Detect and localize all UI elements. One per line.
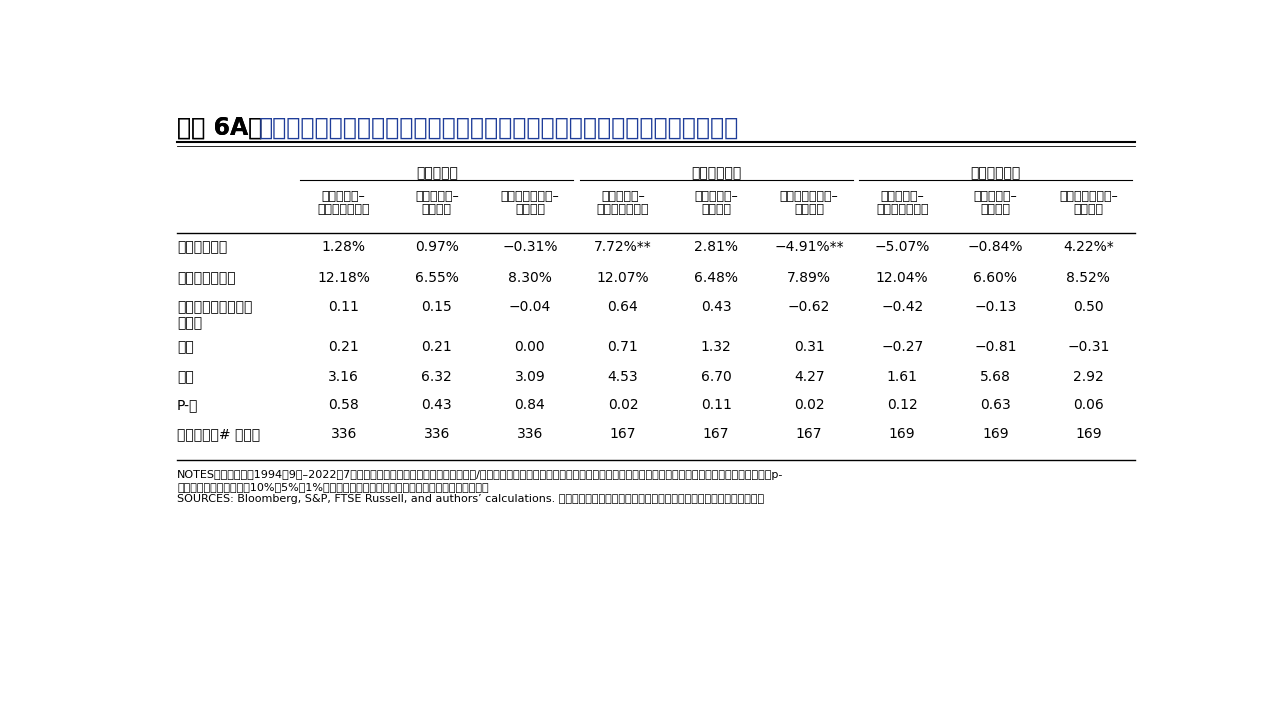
Text: 8.52%: 8.52% (1066, 271, 1110, 285)
Text: ディフェンシブ: ディフェンシブ (876, 202, 928, 216)
Text: 4.27: 4.27 (794, 370, 824, 384)
Text: 0.15: 0.15 (421, 300, 452, 315)
Text: −0.31: −0.31 (1068, 341, 1110, 354)
Text: シクリカル–: シクリカル– (974, 190, 1018, 203)
Text: 167: 167 (609, 427, 636, 441)
Text: シクリカル、ディフェンシブ・バスケットの成長局面別相対パフォーマンス: シクリカル、ディフェンシブ・バスケットの成長局面別相対パフォーマンス (259, 116, 739, 140)
Text: NOTES：分析期間は1994年9月–2022年7月。入手可能なデータで計測。シクリカル/ディフェンシブのセクター分類は図表２のルールに基づきます。＊、＊＊、＊: NOTES：分析期間は1994年9月–2022年7月。入手可能なデータで計測。シ… (177, 470, 783, 480)
Text: 0.21: 0.21 (329, 341, 360, 354)
Text: ディフェンシブ–: ディフェンシブ– (500, 190, 559, 203)
Text: 観測対象（# 月数）: 観測対象（# 月数） (177, 427, 260, 441)
Text: ディフェンシブ: ディフェンシブ (317, 202, 370, 216)
Text: 1.28%: 1.28% (321, 240, 366, 254)
Text: 0.43: 0.43 (421, 398, 452, 413)
Text: 0.11: 0.11 (328, 300, 360, 315)
Text: 6.32: 6.32 (421, 370, 452, 384)
Text: 3.16: 3.16 (328, 370, 360, 384)
Text: −0.81: −0.81 (974, 341, 1016, 354)
Text: 0.12: 0.12 (887, 398, 918, 413)
Text: 市場指数: 市場指数 (980, 202, 1010, 216)
Text: ディフェンシブ: ディフェンシブ (596, 202, 649, 216)
Text: 12.07%: 12.07% (596, 271, 649, 285)
Text: SOURCES: Bloomberg, S&P, FTSE Russell, and authors’ calculations. 過去のパフォーマンスは将来の: SOURCES: Bloomberg, S&P, FTSE Russell, a… (177, 495, 764, 505)
Text: 0.11: 0.11 (700, 398, 731, 413)
Text: 尖度: 尖度 (177, 370, 193, 384)
Text: −0.13: −0.13 (974, 300, 1016, 315)
Text: 図表 6A：: 図表 6A： (177, 116, 262, 140)
Text: ボラティリティ: ボラティリティ (177, 271, 236, 285)
Text: 成長加速局面: 成長加速局面 (691, 166, 741, 180)
Text: シクリカル–: シクリカル– (602, 190, 645, 203)
Text: 0.84: 0.84 (515, 398, 545, 413)
Text: 6.60%: 6.60% (973, 271, 1018, 285)
Text: 6.55%: 6.55% (415, 271, 458, 285)
Text: −5.07%: −5.07% (874, 240, 931, 254)
Text: P-値: P-値 (177, 398, 198, 413)
Text: −0.84%: −0.84% (968, 240, 1023, 254)
Text: 値の有意水準がそれぞれ10%、5%、1%で、リターンがゼロとなる帰無仮説の棄却を示します。: 値の有意水準がそれぞれ10%、5%、1%で、リターンがゼロとなる帰無仮説の棄却を… (177, 482, 489, 492)
Text: 336: 336 (330, 427, 357, 441)
Text: 169: 169 (982, 427, 1009, 441)
Text: 3.09: 3.09 (515, 370, 545, 384)
Text: 1.61: 1.61 (887, 370, 918, 384)
Text: 5.68: 5.68 (980, 370, 1011, 384)
Text: 0.06: 0.06 (1073, 398, 1103, 413)
Text: 0.02: 0.02 (608, 398, 639, 413)
Text: 6.48%: 6.48% (694, 271, 739, 285)
Text: 市場指数: 市場指数 (701, 202, 731, 216)
Text: 成長減速局面: 成長減速局面 (970, 166, 1020, 180)
Text: 市場指数: 市場指数 (1074, 202, 1103, 216)
Text: −0.27: −0.27 (881, 341, 923, 354)
Text: インフォメーション
レシオ: インフォメーション レシオ (177, 300, 252, 330)
Text: 12.04%: 12.04% (876, 271, 928, 285)
Text: 7.72%**: 7.72%** (594, 240, 652, 254)
Text: −0.42: −0.42 (881, 300, 923, 315)
Text: 167: 167 (703, 427, 730, 441)
Text: 図表 6A：: 図表 6A： (177, 116, 262, 140)
Text: 0.02: 0.02 (794, 398, 824, 413)
Text: 336: 336 (517, 427, 543, 441)
Text: 0.21: 0.21 (421, 341, 452, 354)
Text: −0.31%: −0.31% (502, 240, 558, 254)
Text: 0.50: 0.50 (1073, 300, 1103, 315)
Text: シクリカル–: シクリカル– (321, 190, 366, 203)
Text: −0.62: −0.62 (788, 300, 831, 315)
Text: 6.70: 6.70 (700, 370, 731, 384)
Text: 市場指数: 市場指数 (422, 202, 452, 216)
Text: −4.91%**: −4.91%** (774, 240, 844, 254)
Text: 市場指数: 市場指数 (515, 202, 545, 216)
Text: 市場指数: 市場指数 (794, 202, 824, 216)
Text: 年率リターン: 年率リターン (177, 240, 228, 254)
Text: −0.04: −0.04 (508, 300, 550, 315)
Text: シクリカル–: シクリカル– (415, 190, 458, 203)
Text: 0.31: 0.31 (794, 341, 824, 354)
Text: シクリカル–: シクリカル– (694, 190, 739, 203)
Text: 0.63: 0.63 (980, 398, 1011, 413)
Text: 0.43: 0.43 (700, 300, 731, 315)
Text: 169: 169 (888, 427, 915, 441)
Text: 4.22%*: 4.22%* (1062, 240, 1114, 254)
Text: 0.58: 0.58 (329, 398, 360, 413)
Text: 4.53: 4.53 (608, 370, 639, 384)
Text: 336: 336 (424, 427, 451, 441)
Text: 0.64: 0.64 (608, 300, 639, 315)
Text: 8.30%: 8.30% (508, 271, 552, 285)
Text: 0.00: 0.00 (515, 341, 545, 354)
Text: 2.81%: 2.81% (694, 240, 739, 254)
Text: 歪度: 歪度 (177, 341, 193, 354)
Text: 169: 169 (1075, 427, 1102, 441)
Text: ディフェンシブ–: ディフェンシブ– (780, 190, 838, 203)
Text: 2.92: 2.92 (1073, 370, 1103, 384)
Text: 7.89%: 7.89% (787, 271, 831, 285)
Text: 0.71: 0.71 (608, 341, 639, 354)
Text: 全サンプル: 全サンプル (416, 166, 458, 180)
Text: 12.18%: 12.18% (317, 271, 370, 285)
Text: 1.32: 1.32 (700, 341, 731, 354)
Text: 0.97%: 0.97% (415, 240, 458, 254)
Text: ディフェンシブ–: ディフェンシブ– (1059, 190, 1117, 203)
Text: シクリカル–: シクリカル– (881, 190, 924, 203)
Text: 167: 167 (796, 427, 822, 441)
